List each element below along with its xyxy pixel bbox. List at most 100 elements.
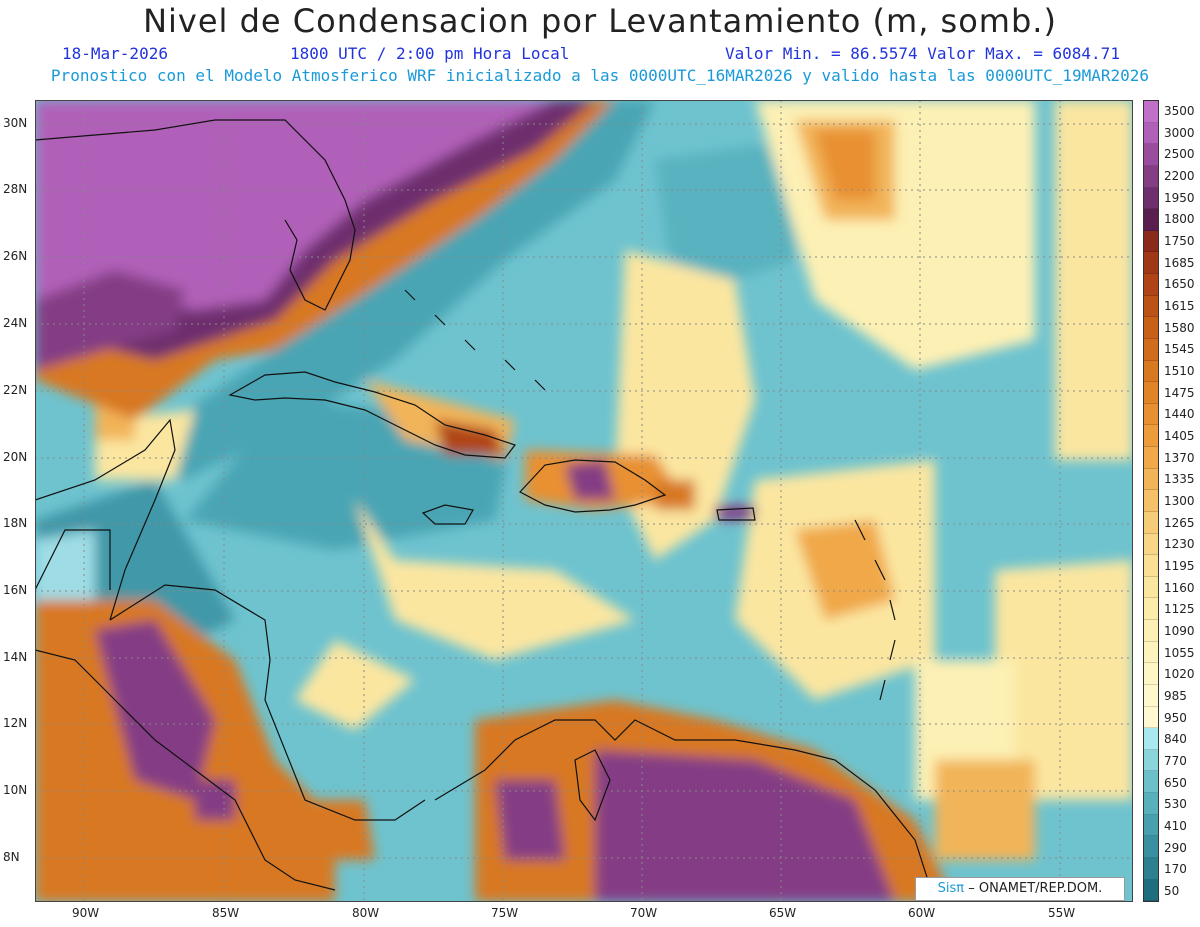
- latitude-label: 10N: [3, 783, 28, 797]
- legend-swatch: [1144, 317, 1158, 339]
- legend-swatch: [1144, 230, 1158, 253]
- legend-swatch: [1144, 555, 1158, 577]
- legend-swatch: [1144, 857, 1158, 880]
- mexico-border: [35, 529, 111, 591]
- legend-label: 1020: [1164, 667, 1195, 682]
- legend-swatch: [1144, 836, 1158, 858]
- cuba-coast: [228, 371, 516, 459]
- latitude-label: 18N: [3, 516, 28, 530]
- color-scale-labels: 3500 3000 2500 2200 1950 1800 1750 1685 1650 1615…: [1164, 100, 1200, 902]
- lcl-map: [35, 100, 1133, 902]
- latitude-label: 28N: [3, 182, 28, 196]
- legend-label: 1800: [1164, 212, 1195, 227]
- legend-swatch: [1144, 490, 1158, 512]
- legend-label: 50: [1164, 884, 1180, 899]
- legend-label: 1160: [1164, 580, 1195, 595]
- legend-swatch: [1144, 511, 1158, 534]
- longitude-label: 75W: [491, 906, 519, 920]
- legend-swatch: [1144, 749, 1158, 772]
- legend-swatch: [1144, 533, 1158, 556]
- map-title: Nivel de Condensacion por Levantamiento …: [143, 2, 1057, 40]
- legend-swatch: [1144, 684, 1158, 707]
- legend-swatch: [1144, 425, 1158, 447]
- latitude-label: 24N: [3, 316, 28, 330]
- latitude-label: 14N: [3, 650, 28, 664]
- legend-swatch: [1144, 187, 1158, 210]
- legend-label: 1750: [1164, 233, 1195, 248]
- legend-label: 1475: [1164, 385, 1195, 400]
- jamaica-coast: [421, 504, 474, 525]
- legend-label: 770: [1164, 754, 1187, 769]
- legend-label: 1090: [1164, 624, 1195, 639]
- legend-swatch: [1144, 144, 1158, 166]
- legend-label: 1055: [1164, 645, 1195, 660]
- legend-swatch: [1144, 576, 1158, 599]
- sispi-logo: Sisπ: [937, 881, 965, 896]
- credit-text: – ONAMET/REP.DOM.: [968, 881, 1103, 896]
- latitude-label: 30N: [3, 116, 28, 130]
- credit-box: Sisπ – ONAMET/REP.DOM.: [915, 877, 1125, 901]
- legend-swatch: [1144, 468, 1158, 491]
- legend-label: 1335: [1164, 472, 1195, 487]
- legend-swatch: [1144, 252, 1158, 274]
- legend-label: 1195: [1164, 559, 1195, 574]
- legend-swatch: [1144, 209, 1158, 231]
- legend-label: 1300: [1164, 494, 1195, 508]
- legend-swatch: [1144, 620, 1158, 642]
- legend-label: 1405: [1164, 428, 1195, 443]
- legend-swatch: [1144, 814, 1158, 837]
- latitude-label: 22N: [3, 383, 28, 397]
- legend-label: 1685: [1164, 255, 1195, 270]
- legend-label: 840: [1164, 732, 1187, 747]
- lake-maracaibo: [574, 749, 611, 822]
- color-scale-bar: [1143, 100, 1159, 902]
- latitude-label: 8N: [3, 850, 20, 864]
- latitude-label: 26N: [3, 249, 28, 263]
- legend-label: 1650: [1164, 277, 1195, 292]
- legend-label: 1230: [1164, 537, 1195, 552]
- map-frame: [35, 100, 1133, 902]
- legend-label: 1615: [1164, 298, 1195, 313]
- longitude-label: 85W: [212, 906, 240, 920]
- legend-swatch: [1144, 101, 1158, 123]
- legend-swatch: [1144, 793, 1158, 815]
- legend-label: 3500: [1164, 103, 1195, 118]
- legend-label: 530: [1164, 797, 1187, 812]
- legend-label: 1370: [1164, 450, 1195, 465]
- longitude-label: 55W: [1048, 906, 1076, 920]
- longitude-label: 65W: [769, 906, 797, 920]
- legend-label: 170: [1164, 862, 1187, 877]
- legend-label: 1950: [1164, 190, 1195, 205]
- legend-label: 1510: [1164, 363, 1195, 378]
- yucatan-coast: [35, 418, 176, 621]
- legend-swatch: [1144, 295, 1158, 318]
- legend-swatch: [1144, 641, 1158, 664]
- lesser-antilles: [854, 519, 896, 701]
- florida-coast: [35, 119, 356, 311]
- legend-swatch: [1144, 274, 1158, 296]
- legend-swatch: [1144, 382, 1158, 404]
- coastlines: [35, 119, 936, 902]
- legend-swatch: [1144, 706, 1158, 729]
- legend-swatch: [1144, 360, 1158, 383]
- legend-label: 1580: [1164, 320, 1195, 335]
- latitude-label: 12N: [3, 716, 28, 730]
- legend-swatch: [1144, 447, 1158, 469]
- puerto-rico-coast: [716, 507, 756, 521]
- shaded-field: [35, 100, 1133, 902]
- min-max-values: Valor Min. = 86.5574 Valor Max. = 6084.7…: [725, 44, 1120, 63]
- legend-swatch: [1144, 771, 1158, 793]
- legend-swatch: [1144, 663, 1158, 685]
- latitude-label: 16N: [3, 583, 28, 597]
- legend-label: 2200: [1164, 168, 1195, 183]
- legend-swatch: [1144, 728, 1158, 750]
- legend-swatch: [1144, 879, 1158, 902]
- central-america-pacific: [35, 649, 336, 891]
- valid-date: 18-Mar-2026: [62, 44, 168, 63]
- legend-label: 3000: [1164, 125, 1195, 140]
- bahamas: [404, 289, 546, 391]
- legend-label: 290: [1164, 840, 1187, 855]
- longitude-label: 60W: [908, 906, 936, 920]
- central-america-coast: [109, 584, 426, 821]
- longitude-label: 70W: [630, 906, 658, 920]
